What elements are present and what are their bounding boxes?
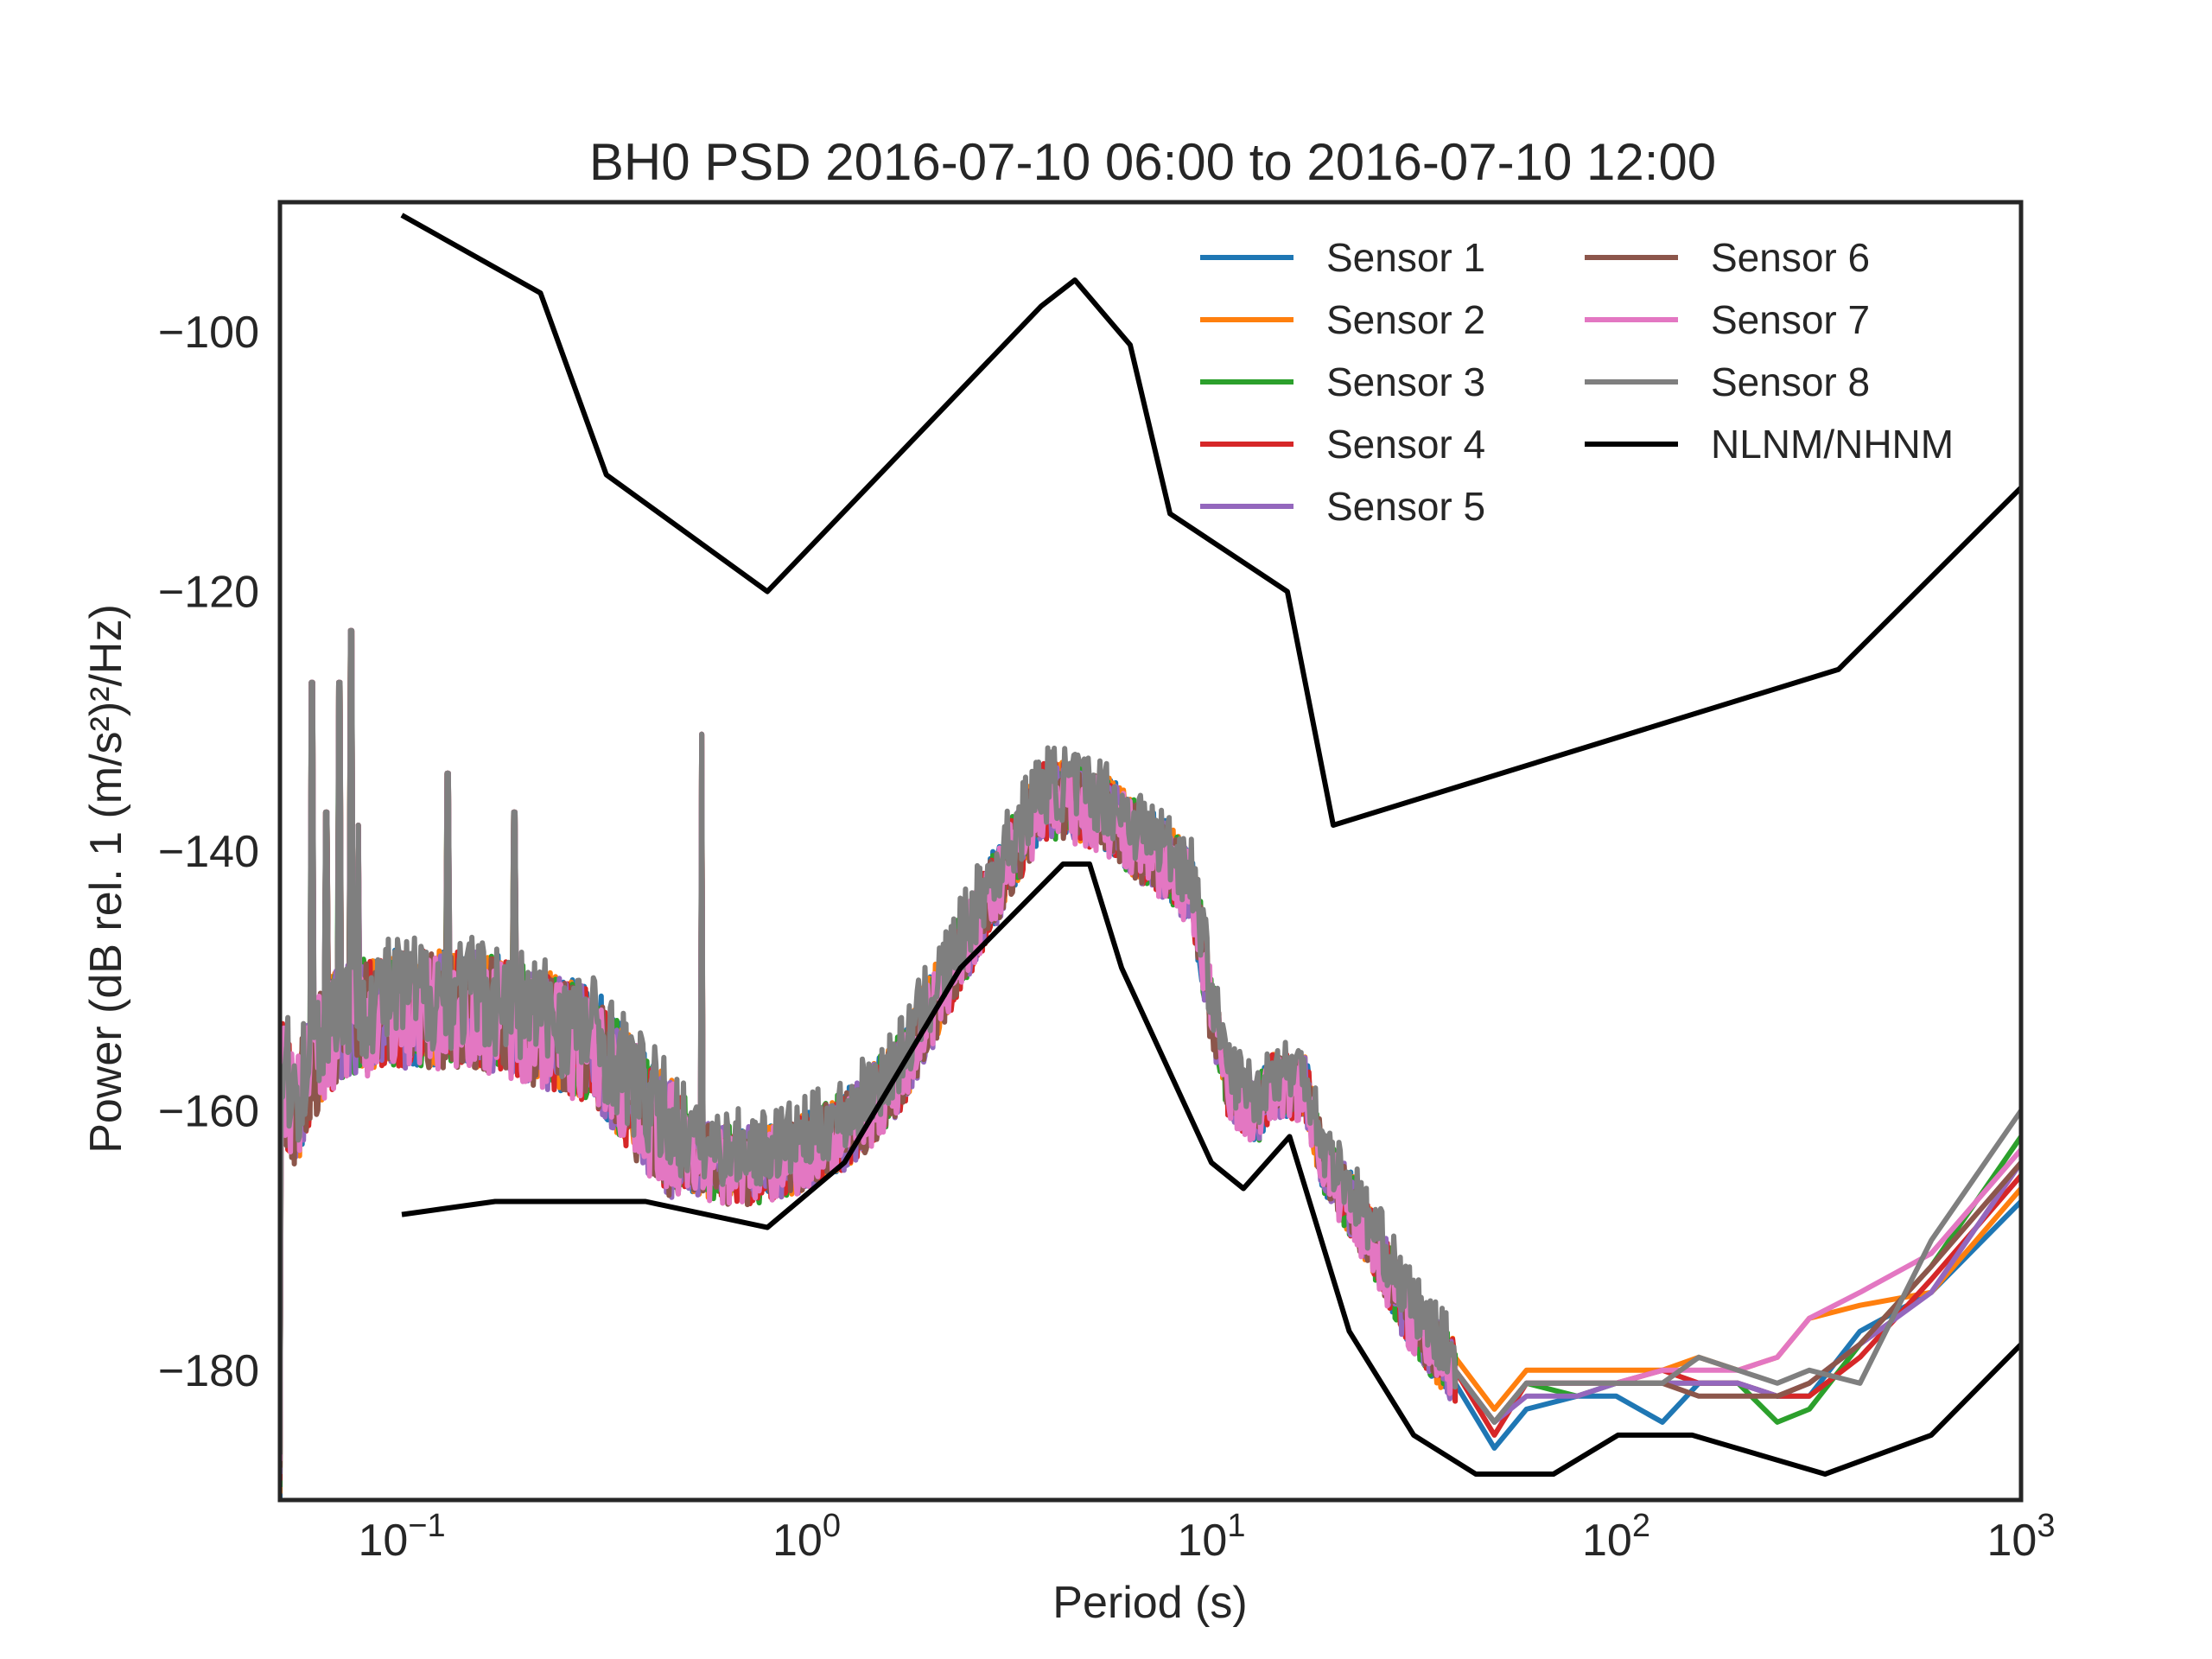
y-tick-label: −180 [158, 1346, 259, 1396]
legend-label: Sensor 2 [1326, 297, 1485, 342]
chart-title: BH0 PSD 2016-07-10 06:00 to 2016-07-10 1… [589, 133, 1716, 191]
x-axis-ticks: 10−1 100 101 102 103 [358, 1508, 2055, 1566]
legend-label: Sensor 4 [1326, 422, 1485, 467]
nlnm-line [401, 861, 2021, 1477]
x-tick-label: 10−1 [358, 1508, 445, 1566]
plot-frame [277, 200, 2024, 1503]
legend-label: Sensor 6 [1711, 235, 1870, 280]
series-line-sensor-7 [280, 627, 2021, 1461]
x-tick-label: 100 [772, 1508, 841, 1566]
nhnm-line [400, 213, 2021, 828]
series-line-sensor-8 [280, 627, 2021, 1455]
x-tick-label: 101 [1178, 1508, 1246, 1566]
legend-label: Sensor 8 [1711, 359, 1870, 404]
legend-label: Sensor 7 [1711, 297, 1870, 342]
y-tick-label: −120 [158, 568, 259, 618]
legend-label: NLNM/NHNM [1711, 422, 1954, 467]
legend-label: Sensor 3 [1326, 359, 1485, 404]
legend-label: Sensor 1 [1326, 235, 1485, 280]
x-tick-label: 103 [1987, 1508, 2056, 1566]
y-axis-ticks: −100 −120 −140 −160 −180 [158, 308, 259, 1396]
y-tick-label: −100 [158, 308, 259, 358]
plot-lines [280, 213, 2021, 1500]
x-tick-label: 102 [1582, 1508, 1650, 1566]
y-tick-label: −140 [158, 827, 259, 877]
legend: Sensor 1 Sensor 2 Sensor 3 Sensor 4 Sensor 5… [1200, 235, 1954, 529]
x-axis-label: Period (s) [1052, 1578, 1247, 1628]
y-tick-label: −160 [158, 1086, 259, 1136]
y-axis-label: Power (dB rel. 1 (m/s²)²/Hz) [81, 604, 131, 1154]
legend-label: Sensor 5 [1326, 484, 1485, 529]
